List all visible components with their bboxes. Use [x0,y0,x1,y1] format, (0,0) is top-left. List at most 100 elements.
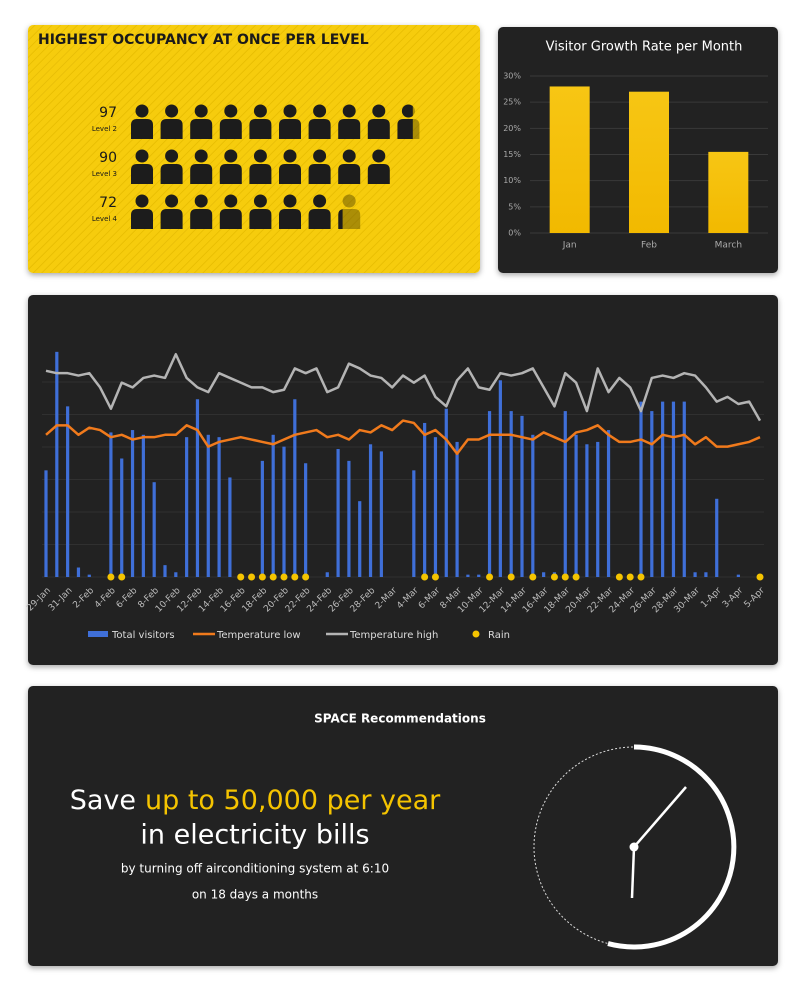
bar [174,572,178,577]
rain-dot [291,573,299,581]
y-tick-label: 30% [503,72,521,81]
bar [336,449,340,577]
person-icon [279,194,301,229]
bar [549,86,590,233]
bar [671,401,676,577]
rain-dot [572,573,580,581]
y-tick-label: 10% [503,176,521,185]
person-body [308,209,331,229]
bar [650,411,654,577]
occupancy-row [131,194,361,229]
person-icon [338,104,361,139]
rain-dot [529,573,537,581]
person-head [165,194,179,208]
bar [130,430,135,577]
y-tick-label: 20% [503,124,521,133]
y-tick-label: 5% [508,202,521,211]
person-head [135,149,149,163]
clock-hand [630,846,636,899]
rain-dot [550,573,558,581]
bar [444,408,448,577]
bar [736,574,740,577]
bar [163,565,167,577]
person-body [249,209,272,229]
clock-arc [607,744,737,950]
bar [466,574,470,577]
person-icon [219,194,242,229]
bar [455,441,459,577]
person-head [224,194,238,208]
detail-text: by turning off airconditioning system at… [121,862,389,876]
bar [66,406,70,577]
person-icon [131,104,153,139]
bar [423,422,427,577]
bar [347,460,351,577]
person-icon [279,104,301,139]
person-body [131,164,153,184]
rain-dot [302,573,310,581]
person-icon [249,149,272,184]
chart-title: Visitor Growth Rate per Month [546,40,743,55]
legend-swatch [472,630,480,638]
person-head [135,104,149,118]
bar [596,441,600,577]
bar [206,434,210,577]
person-body [338,119,361,139]
person-body [367,164,390,184]
person-body [367,119,390,139]
bar [585,444,589,577]
rain-dot [637,573,645,581]
person-icon [338,194,361,229]
headline: Save up to 50,000 per year [70,785,441,816]
person-head [165,104,179,118]
rain-dot [486,573,494,581]
person-head [224,104,238,118]
line [45,352,762,422]
bar [325,572,329,577]
person-body [190,164,213,184]
rain-dot [431,573,439,581]
bar [574,434,578,577]
bar [509,411,513,577]
person-body [219,119,242,139]
person-head [253,194,267,208]
bar [708,151,749,233]
person-head [313,149,327,163]
bar [44,470,48,577]
person-icon [308,149,331,184]
person-body [219,209,242,229]
y-tick-label: 0% [508,229,521,238]
person-body [160,209,183,229]
level-label: Level 4 [92,215,118,223]
person-head [372,149,386,163]
person-body [279,119,301,139]
rain-dot [248,573,256,581]
bar [563,411,567,577]
occupancy-title: HIGHEST OCCUPANCY AT ONCE PER LEVEL [38,32,369,48]
bar [704,572,708,577]
bar [606,430,611,577]
person-icon [249,194,272,229]
headline-highlight: up to 50,000 per year [145,785,441,816]
rain-dot [507,573,515,581]
headline-prefix: Save [70,785,136,816]
clock-pin [629,842,639,852]
detail-text: on 18 days a months [192,888,318,902]
person-head [372,104,386,118]
person-icon [160,149,183,184]
rain-dot [269,573,277,581]
rain-dot [615,573,623,581]
person-head [342,104,356,118]
bar [109,432,113,577]
bar [152,482,156,577]
y-tick-label: 25% [503,98,521,107]
person-head [342,194,356,208]
person-body [338,164,361,184]
person-head [165,149,179,163]
person-body [219,164,242,184]
bar [260,460,264,577]
person-head [283,194,297,208]
person-icon [338,149,361,184]
bar [282,446,286,577]
legend-label: Total visitors [111,630,175,641]
